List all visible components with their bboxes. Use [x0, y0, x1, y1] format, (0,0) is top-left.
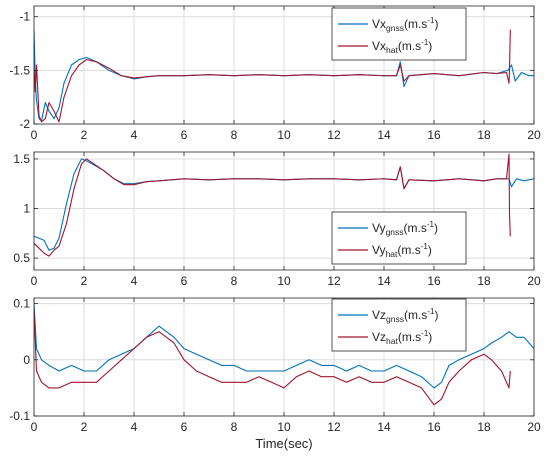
y-tick-label: -1.5 — [9, 63, 30, 77]
x-tick-label: 4 — [131, 420, 138, 434]
y-tick-label: -1 — [19, 10, 30, 24]
legend: Vxgnss(m.s-1) Vxhat(m.s-1) — [331, 7, 467, 61]
x-tick-label: 20 — [527, 128, 541, 142]
x-tick-label: 8 — [231, 420, 238, 434]
legend-label-gnss: Vxgnss(m.s-1) — [372, 16, 438, 33]
x-tick-label: 14 — [377, 128, 391, 142]
x-tick-label: 18 — [477, 420, 491, 434]
x-tick-label: 2 — [81, 274, 88, 288]
x-tick-label: 10 — [277, 128, 291, 142]
y-tick-label: -2 — [19, 117, 30, 131]
x-tick-label: 4 — [131, 128, 138, 142]
x-tick-label: 14 — [377, 420, 391, 434]
x-tick-label: 0 — [31, 274, 38, 288]
x-tick-label: 18 — [477, 128, 491, 142]
x-tick-label: 6 — [181, 274, 188, 288]
legend-label-hat: Vyhat(m.s-1) — [372, 242, 432, 259]
x-tick-label: 18 — [477, 274, 491, 288]
x-tick-label: 4 — [131, 274, 138, 288]
y-tick-label: 1 — [23, 202, 30, 216]
x-tick-label: 2 — [81, 420, 88, 434]
series-line-hat — [34, 309, 511, 406]
x-tick-label: 16 — [427, 128, 441, 142]
y-tick-label: 0.1 — [13, 297, 30, 311]
panel-1: 0 2 4 6 8 10 12 14 16 18 20-1-1.5-2Vxgnss(m.s-1)Vx… — [9, 5, 541, 142]
x-tick-label: 20 — [527, 274, 541, 288]
x-tick-label: 12 — [327, 274, 341, 288]
x-tick-label: 12 — [327, 128, 341, 142]
legend: Vygnss(m.s-1) Vyhat(m.s-1) — [331, 211, 467, 265]
legend-box — [331, 298, 467, 352]
x-tick-label: 2 — [81, 128, 88, 142]
x-tick-label: 12 — [327, 420, 341, 434]
x-tick-label: 0 — [31, 420, 38, 434]
x-axis-label: Time(sec) — [255, 436, 312, 451]
legend-label-gnss: Vzgnss(m.s-1) — [372, 307, 438, 324]
x-tick-label: 6 — [181, 420, 188, 434]
x-tick-label: 0 — [31, 128, 38, 142]
x-tick-label: 10 — [277, 420, 291, 434]
x-tick-label: 10 — [277, 274, 291, 288]
series-line-gnss — [34, 303, 534, 389]
legend-box — [331, 7, 467, 61]
y-tick-label: 0 — [23, 353, 30, 367]
x-tick-label: 6 — [181, 128, 188, 142]
y-tick-label: 1.5 — [13, 152, 30, 166]
series-line-hat — [34, 153, 511, 257]
x-tick-label: 8 — [231, 274, 238, 288]
legend: Vzgnss(m.s-1) Vzhat(m.s-1) — [331, 298, 467, 352]
panel-2: 0 2 4 6 8 10 12 14 16 18 20 1.5 1 0.5 Vygnss(m.s-1) Vyh… — [13, 151, 541, 288]
legend-label-hat: Vxhat(m.s-1) — [372, 38, 432, 55]
y-tick-label: -0.1 — [9, 409, 30, 423]
x-tick-label: 16 — [427, 420, 441, 434]
legend-label-hat: Vzhat(m.s-1) — [372, 329, 432, 346]
y-tick-label: 0.5 — [13, 251, 30, 265]
x-tick-label: 14 — [377, 274, 391, 288]
x-tick-label: 20 — [527, 420, 541, 434]
x-tick-label: 8 — [231, 128, 238, 142]
series-line-hat — [34, 29, 511, 123]
x-tick-label: 16 — [427, 274, 441, 288]
legend-label-gnss: Vygnss(m.s-1) — [372, 220, 438, 237]
legend-box — [331, 211, 467, 265]
panel-3: 0 2 4 6 8 10 12 14 16 18 200.10-0.1Vzgnss(m.s-1)Vz… — [9, 297, 541, 434]
